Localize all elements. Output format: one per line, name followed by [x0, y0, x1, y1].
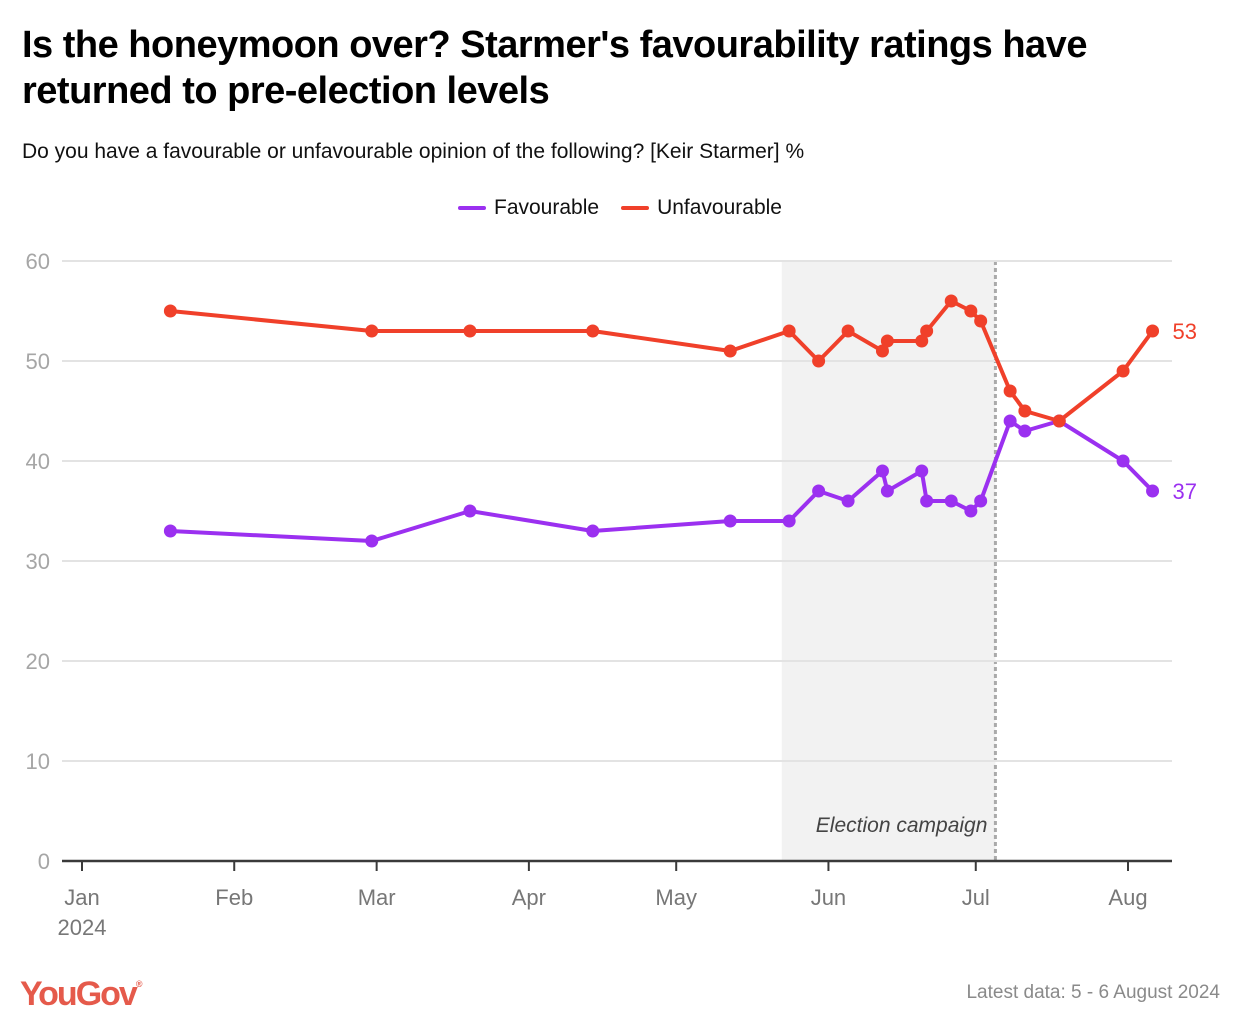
data-point-unfavourable[interactable] — [1146, 324, 1160, 338]
data-point-unfavourable[interactable] — [365, 324, 379, 338]
y-tick-label: 0 — [38, 849, 50, 874]
data-point-favourable[interactable] — [1116, 454, 1130, 468]
legend-label-favourable: Favourable — [494, 196, 600, 219]
data-point-favourable[interactable] — [463, 504, 477, 518]
data-point-unfavourable[interactable] — [586, 324, 600, 338]
data-point-favourable[interactable] — [812, 484, 826, 498]
end-label-favourable: 37 — [1173, 479, 1197, 504]
data-point-unfavourable[interactable] — [974, 314, 988, 328]
legend-swatch-favourable — [458, 206, 486, 210]
data-point-unfavourable[interactable] — [841, 324, 855, 338]
data-point-favourable[interactable] — [723, 514, 737, 528]
data-point-unfavourable[interactable] — [880, 334, 894, 348]
data-point-unfavourable[interactable] — [163, 304, 177, 318]
data-point-unfavourable[interactable] — [812, 354, 826, 368]
registered-mark: ® — [135, 979, 143, 989]
chart-title: Is the honeymoon over? Starmer's favoura… — [22, 24, 1087, 112]
end-labels: 37 53 — [1173, 319, 1197, 504]
data-point-unfavourable[interactable] — [944, 294, 958, 308]
data-point-unfavourable[interactable] — [1003, 384, 1017, 398]
data-point-favourable[interactable] — [880, 484, 894, 498]
data-point-favourable[interactable] — [944, 494, 958, 508]
data-point-favourable[interactable] — [1146, 484, 1160, 498]
data-point-unfavourable[interactable] — [915, 334, 929, 348]
legend-swatch-unfavourable — [621, 206, 650, 210]
data-point-favourable[interactable] — [875, 464, 889, 478]
data-point-unfavourable[interactable] — [1052, 414, 1066, 428]
data-point-favourable[interactable] — [841, 494, 855, 508]
data-point-unfavourable[interactable] — [964, 304, 978, 318]
x-tick-label: Jan — [64, 885, 99, 910]
data-point-favourable[interactable] — [365, 534, 379, 548]
series-line-favourable — [168, 419, 1155, 543]
legend-item-unfavourable[interactable]: Unfavourable — [621, 196, 782, 220]
series-points — [163, 294, 1160, 548]
data-point-unfavourable[interactable] — [875, 344, 889, 358]
y-tick-label: 10 — [26, 749, 50, 774]
yougov-logo: YouGov® — [20, 975, 142, 1014]
x-tick-label: Jul — [962, 885, 990, 910]
x-tick-label: Apr — [512, 885, 546, 910]
data-point-favourable[interactable] — [974, 494, 988, 508]
end-label-unfavourable: 53 — [1173, 319, 1197, 344]
data-point-unfavourable[interactable] — [1018, 404, 1032, 418]
y-tick-label: 60 — [26, 249, 50, 274]
data-point-unfavourable[interactable] — [920, 324, 934, 338]
y-tick-label: 40 — [26, 449, 50, 474]
data-point-unfavourable[interactable] — [782, 324, 796, 338]
y-tick-label: 50 — [26, 349, 50, 374]
data-point-favourable[interactable] — [586, 524, 600, 538]
x-axis-ticks: Jan 2024 Feb Mar Apr May Jun Jul Aug — [58, 861, 1148, 940]
data-point-favourable[interactable] — [920, 494, 934, 508]
legend: Favourable Unfavourable — [0, 196, 1240, 220]
data-point-unfavourable[interactable] — [723, 344, 737, 358]
data-point-favourable[interactable] — [163, 524, 177, 538]
data-point-unfavourable[interactable] — [1116, 364, 1130, 378]
x-tick-label: May — [655, 885, 697, 910]
x-tick-label: Mar — [358, 885, 396, 910]
chart-subtitle: Do you have a favourable or unfavourable… — [22, 140, 805, 163]
legend-item-favourable[interactable]: Favourable — [458, 196, 599, 220]
legend-label-unfavourable: Unfavourable — [657, 196, 782, 219]
logo-text: YouGov — [20, 975, 138, 1013]
gridlines — [62, 260, 1172, 762]
election-campaign-label: Election campaign — [816, 814, 988, 837]
x-tick-label: Jun — [811, 885, 846, 910]
data-point-favourable[interactable] — [1003, 414, 1017, 428]
data-point-favourable[interactable] — [915, 464, 929, 478]
x-tick-label: Aug — [1108, 885, 1147, 910]
data-point-unfavourable[interactable] — [463, 324, 477, 338]
y-tick-label: 20 — [26, 649, 50, 674]
data-point-favourable[interactable] — [1018, 424, 1032, 438]
y-axis-labels: 0 10 20 30 40 50 60 — [26, 249, 50, 874]
latest-data-note: Latest data: 5 - 6 August 2024 — [966, 982, 1220, 1003]
y-tick-label: 30 — [26, 549, 50, 574]
data-point-favourable[interactable] — [964, 504, 978, 518]
x-tick-label: Feb — [215, 885, 253, 910]
x-tick-sublabel: 2024 — [58, 915, 107, 940]
data-point-favourable[interactable] — [782, 514, 796, 528]
